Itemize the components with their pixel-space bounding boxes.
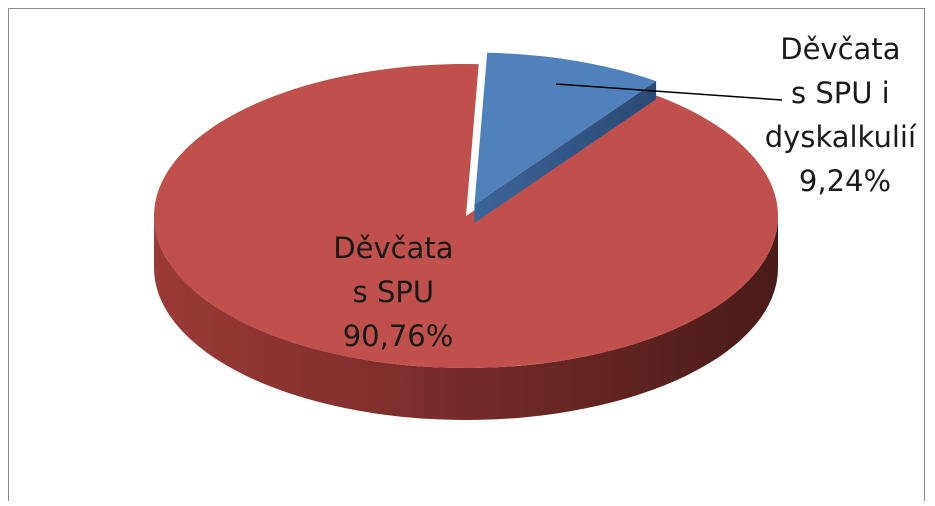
slice-side-devcata-spu xyxy=(154,216,778,420)
slice-percent-label: 90,76% xyxy=(343,319,454,353)
slice-label-line: s SPU i xyxy=(791,76,890,110)
slice-side-devcata-spu-dyskalkulii xyxy=(474,81,657,223)
slice-devcata-spu xyxy=(154,64,778,368)
slice-label-line: dyskalkulií xyxy=(765,120,917,154)
slice-label-line: Děvčata xyxy=(333,231,453,265)
slice-devcata-spu-dyskalkulii xyxy=(474,52,657,205)
slice-percent-label: 9,24% xyxy=(799,164,891,198)
slice-label-devcata-spu-dyskalkulii: Děvčata s SPU i dyskalkulií 9,24% xyxy=(765,32,925,198)
slice-label-line: Děvčata xyxy=(780,32,900,66)
slice-label-devcata-spu: Děvčata s SPU 90,76% xyxy=(333,231,462,353)
slice-label-line: s SPU xyxy=(353,275,434,309)
leader-line xyxy=(555,83,783,101)
